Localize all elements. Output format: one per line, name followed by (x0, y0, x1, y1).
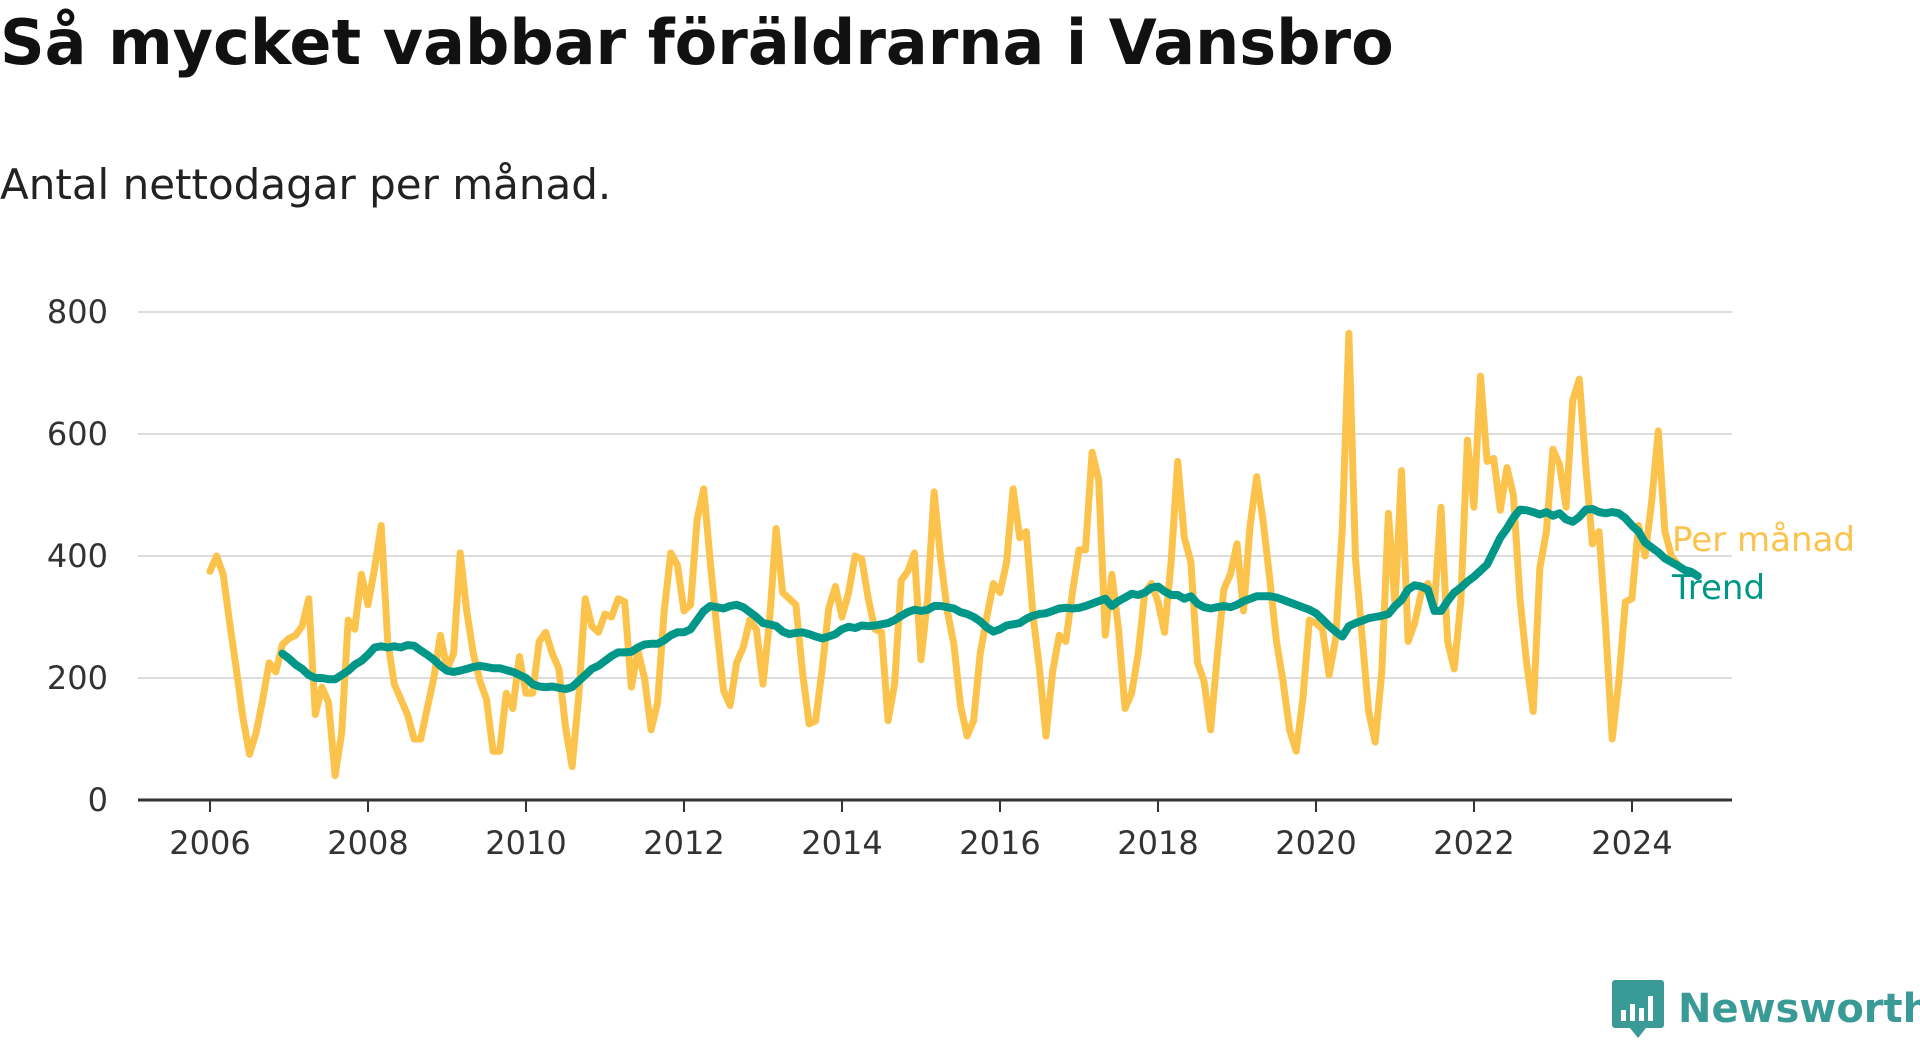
x-tick-label: 2022 (1433, 824, 1514, 862)
brand-name: Newsworthy (1678, 986, 1920, 1032)
y-tick-label: 200 (47, 659, 108, 697)
chart-title: Så mycket vabbar föräldrarna i Vansbro (0, 6, 1394, 79)
x-tick-label: 2018 (1117, 824, 1198, 862)
series-label-per-manad: Per månad (1672, 520, 1855, 560)
brand-logo: Newsworthy (1612, 980, 1920, 1038)
y-axis: 0 200 400 600 800 (47, 293, 108, 819)
x-tick-label: 2024 (1591, 824, 1672, 862)
x-tick-label: 2006 (169, 824, 250, 862)
y-tick-label: 800 (47, 293, 108, 331)
y-tick-label: 600 (47, 415, 108, 453)
x-tick-label: 2016 (959, 824, 1040, 862)
x-axis: 2006 2008 2010 2012 2014 2016 2018 2020 2022 2024 (138, 798, 1732, 862)
y-tick-label: 0 (88, 781, 108, 819)
gridlines (138, 311, 1732, 679)
series-label-trend: Trend (1671, 568, 1765, 608)
x-tick-label: 2008 (327, 824, 408, 862)
series-line-per-manad (206, 329, 1682, 780)
series-labels: Per månad Trend (1671, 520, 1855, 608)
x-tick-label: 2010 (485, 824, 566, 862)
series-line-trend (278, 505, 1702, 693)
x-tick-label: 2012 (643, 824, 724, 862)
chart-subtitle: Antal nettodagar per månad. (0, 160, 612, 209)
y-tick-label: 400 (47, 537, 108, 575)
line-chart: 2006 2008 2010 2012 2014 2016 2018 2020 2022 2024… (47, 293, 1855, 862)
x-tick-label: 2014 (801, 824, 882, 862)
x-tick-label: 2020 (1275, 824, 1356, 862)
bar-chart-speech-bubble-icon (1612, 980, 1664, 1038)
series-lines (206, 329, 1702, 780)
